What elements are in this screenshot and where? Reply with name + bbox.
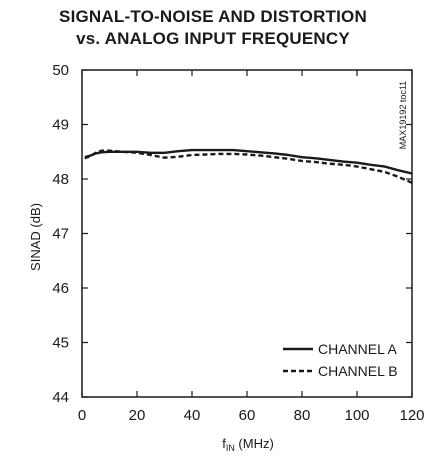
doc-id-label: MAX19192 toc11 <box>398 81 408 149</box>
x-tick-label-100: 100 <box>344 407 369 424</box>
x-tick-label-20: 20 <box>129 407 146 424</box>
series-line-channel-a <box>84 148 413 175</box>
x-axis-label-unit: (MHz) <box>235 436 274 451</box>
x-tick-label-0: 0 <box>78 407 86 424</box>
legend-label-channel-a: CHANNEL A <box>318 341 398 357</box>
y-tick-label-45: 45 <box>52 335 69 352</box>
legend-layer: CHANNEL A CHANNEL B <box>283 341 398 379</box>
x-tick-label-120: 120 <box>399 407 424 424</box>
y-tick-label-44: 44 <box>52 389 69 406</box>
x-axis-label: fIN (MHz) <box>222 436 274 453</box>
chart-title-line-2: vs. ANALOG INPUT FREQUENCY <box>76 29 350 48</box>
x-tick-label-40: 40 <box>184 407 201 424</box>
x-axis-label-main: f <box>222 436 226 451</box>
x-tick-label-60: 60 <box>239 407 256 424</box>
y-tick-label-50: 50 <box>52 62 69 79</box>
legend-label-channel-b: CHANNEL B <box>318 363 398 379</box>
axes-layer: 0 20 40 60 80 100 120 44 45 46 47 48 49 50 <box>52 62 424 424</box>
x-tick-label-80: 80 <box>294 407 311 424</box>
series-line-channel-b <box>84 149 413 184</box>
y-tick-label-47: 47 <box>52 226 69 243</box>
y-tick-label-48: 48 <box>52 171 69 188</box>
x-axis-label-subscript: IN <box>226 443 235 453</box>
chart-title-line-1: SIGNAL-TO-NOISE AND DISTORTION <box>59 7 367 26</box>
series-layer <box>84 148 413 184</box>
y-axis-label: SINAD (dB) <box>28 203 43 271</box>
y-tick-label-46: 46 <box>52 280 69 297</box>
chart-title: SIGNAL-TO-NOISE AND DISTORTION vs. ANALO… <box>0 6 426 50</box>
y-tick-label-49: 49 <box>52 117 69 134</box>
